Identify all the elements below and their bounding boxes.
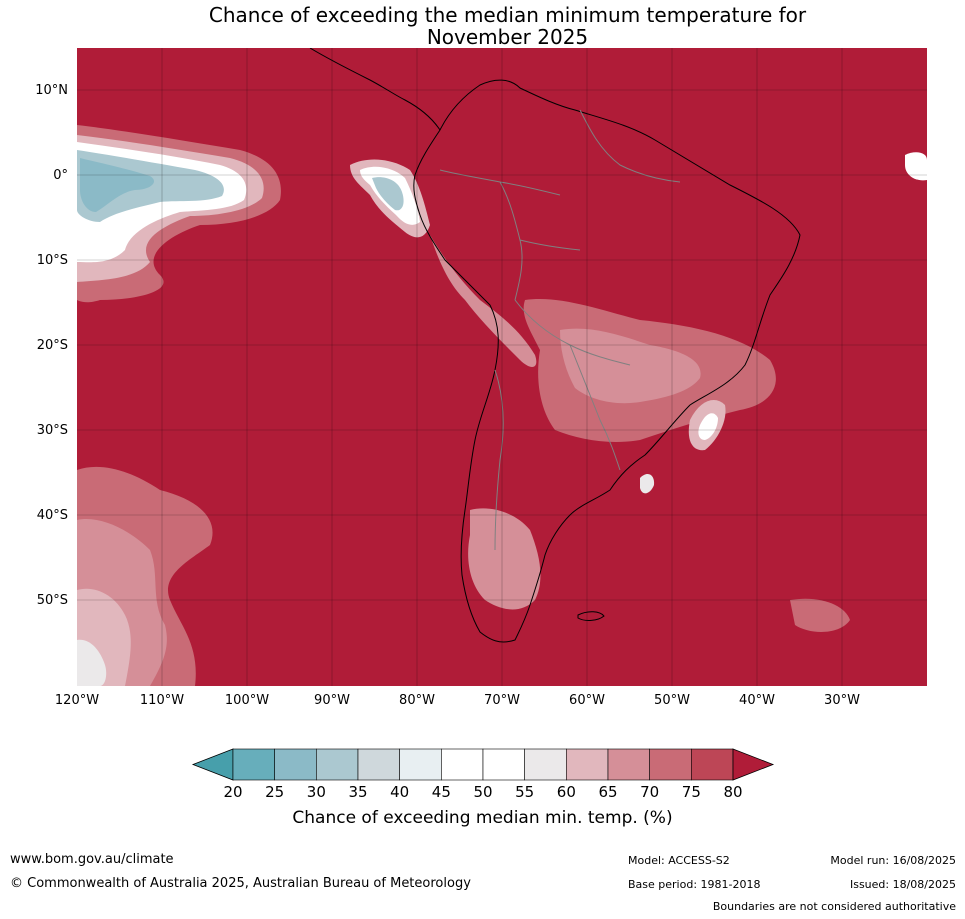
base-period-text: Base period: 1981-2018 xyxy=(628,878,761,891)
disclaimer-text: Boundaries are not considered authoritat… xyxy=(712,900,956,913)
colorbar-segment xyxy=(232,748,275,781)
colorbar-tick-label: 40 xyxy=(390,783,410,801)
lat-label-0: 0° xyxy=(53,168,68,183)
galapagos-patch xyxy=(905,152,927,181)
lon-label-60w: 60°W xyxy=(569,693,605,708)
colorbar-tick-label: 65 xyxy=(598,783,618,801)
colorbar-segment xyxy=(316,748,359,781)
colorbar-segment xyxy=(524,748,567,781)
colorbar-tick-label: 60 xyxy=(556,783,576,801)
colorbar-over-arrow xyxy=(732,748,775,781)
colorbar-label: Chance of exceeding median min. temp. (%… xyxy=(292,808,673,828)
colorbar-segment xyxy=(691,748,734,781)
lon-label-80w: 80°W xyxy=(399,693,435,708)
copyright-text: © Commonwealth of Australia 2025, Austra… xyxy=(10,876,471,891)
lon-label-100w: 100°W xyxy=(224,693,270,708)
andes-cool-strip xyxy=(430,235,537,367)
falklands-outline xyxy=(577,611,605,621)
title-line-2: November 2025 xyxy=(426,25,589,49)
colorbar-segment xyxy=(482,748,525,781)
map-area: 10°N 0° 10°S 20°S 30°S 40°S 50°S 120°W 1… xyxy=(35,48,927,708)
south-america-coastline xyxy=(413,79,801,643)
lon-label-120w: 120°W xyxy=(54,693,100,708)
brazil-interior-region-light xyxy=(560,328,701,404)
colorbar xyxy=(191,748,775,781)
lon-label-90w: 90°W xyxy=(314,693,350,708)
lon-label-110w: 110°W xyxy=(139,693,185,708)
lat-label-10n: 10°N xyxy=(35,83,68,98)
colorbar-segment xyxy=(274,748,317,781)
lon-label-70w: 70°W xyxy=(484,693,520,708)
colorbar-segment xyxy=(357,748,400,781)
colorbar-segment xyxy=(399,748,442,781)
colorbar-under-arrow xyxy=(191,748,234,781)
atlantic-cool-spot-inner xyxy=(698,413,718,440)
colorbar-tick-label: 20 xyxy=(223,783,243,801)
colorbar-segment xyxy=(649,748,692,781)
lat-label-30s: 30°S xyxy=(36,423,68,438)
website-link[interactable]: www.bom.gov.au/climate xyxy=(10,852,174,867)
colorbar-tick-label: 50 xyxy=(473,783,493,801)
lon-label-40w: 40°W xyxy=(739,693,775,708)
model-run-text: Model run: 16/08/2025 xyxy=(830,854,956,867)
patagonia-region xyxy=(468,508,541,610)
graticule xyxy=(77,48,927,686)
lat-label-40s: 40°S xyxy=(36,508,68,523)
colorbar-tick-label: 25 xyxy=(265,783,285,801)
colorbar-tick-label: 35 xyxy=(348,783,368,801)
colorbar-tick-label: 45 xyxy=(431,783,451,801)
country-borders xyxy=(439,109,681,551)
southern-ocean-patches xyxy=(790,598,850,632)
title-line-1: Chance of exceeding the median minimum t… xyxy=(208,3,807,27)
colorbar-tick-label: 80 xyxy=(723,783,743,801)
model-text: Model: ACCESS-S2 xyxy=(628,854,730,867)
issued-text: Issued: 18/08/2025 xyxy=(849,878,956,891)
colorbar-tick-label: 30 xyxy=(306,783,326,801)
pacific-cool-region-deep xyxy=(80,158,155,212)
map-title: Chance of exceeding the median minimum t… xyxy=(0,4,965,48)
colorbar-segment xyxy=(566,748,609,781)
lat-label-20s: 20°S xyxy=(36,338,68,353)
map-canvas xyxy=(77,48,927,686)
colorbar-segment xyxy=(441,748,484,781)
south-pacific-region-white xyxy=(77,639,107,686)
central-america-coastline xyxy=(309,48,441,131)
ecuador-cool-region-blue xyxy=(372,177,404,211)
lat-label-10s: 10°S xyxy=(36,253,68,268)
colorbar-tick-label: 75 xyxy=(681,783,701,801)
lon-label-50w: 50°W xyxy=(654,693,690,708)
colorbar-segment xyxy=(607,748,650,781)
colorbar-tick-label: 70 xyxy=(640,783,660,801)
uruguay-cool-spot xyxy=(640,474,655,494)
colorbar-tick-label: 55 xyxy=(515,783,535,801)
lat-label-50s: 50°S xyxy=(36,593,68,608)
lon-label-30w: 30°W xyxy=(824,693,860,708)
